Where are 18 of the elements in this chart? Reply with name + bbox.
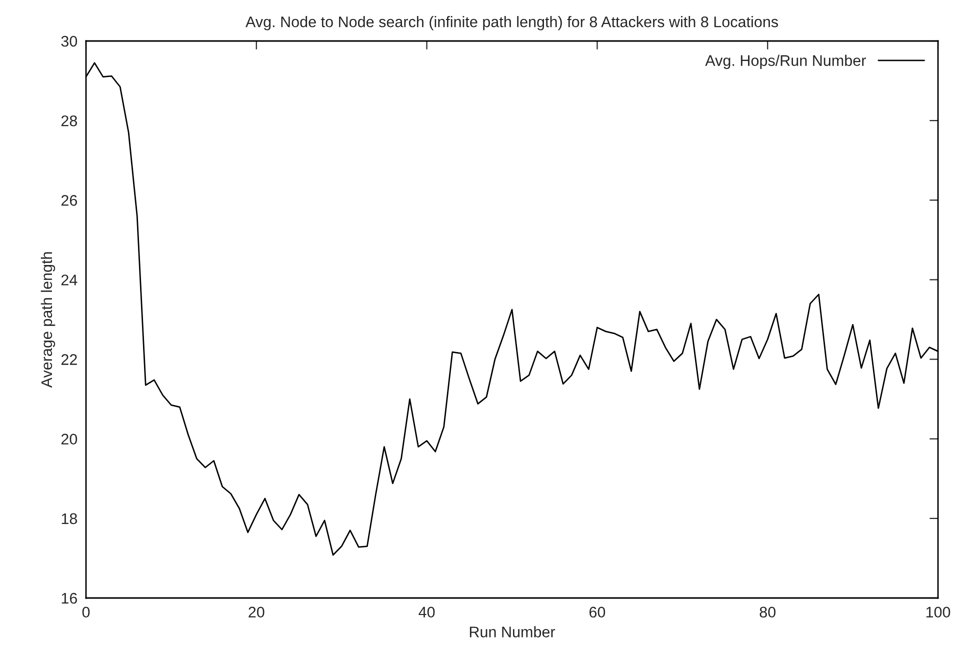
y-tick-label: 16 [62, 592, 77, 604]
y-axis-title: Average path length [40, 252, 56, 388]
chart-title: Avg. Node to Node search (infinite path length) for 8 Attackers with 8 Locations [246, 16, 778, 30]
y-tick-label: 18 [62, 513, 78, 524]
x-tick-label: 60 [589, 606, 606, 618]
x-tick-label: 0 [82, 606, 90, 618]
y-tick-label: 28 [61, 115, 78, 126]
y-tick-label: 20 [61, 434, 78, 445]
y-tick-label: 22 [61, 354, 77, 365]
y-tick-label: 24 [61, 274, 78, 286]
x-tick-label: 20 [248, 606, 264, 618]
x-tick-label: 80 [760, 606, 776, 618]
x-tick-label: 100 [926, 606, 950, 618]
y-tick-label: 30 [61, 36, 78, 47]
y-tick-label: 26 [61, 195, 77, 206]
x-tick-label: 40 [418, 606, 435, 618]
legend-label: Avg. Hops/Run Number [705, 54, 866, 69]
x-axis-title: Run Number [470, 626, 556, 638]
